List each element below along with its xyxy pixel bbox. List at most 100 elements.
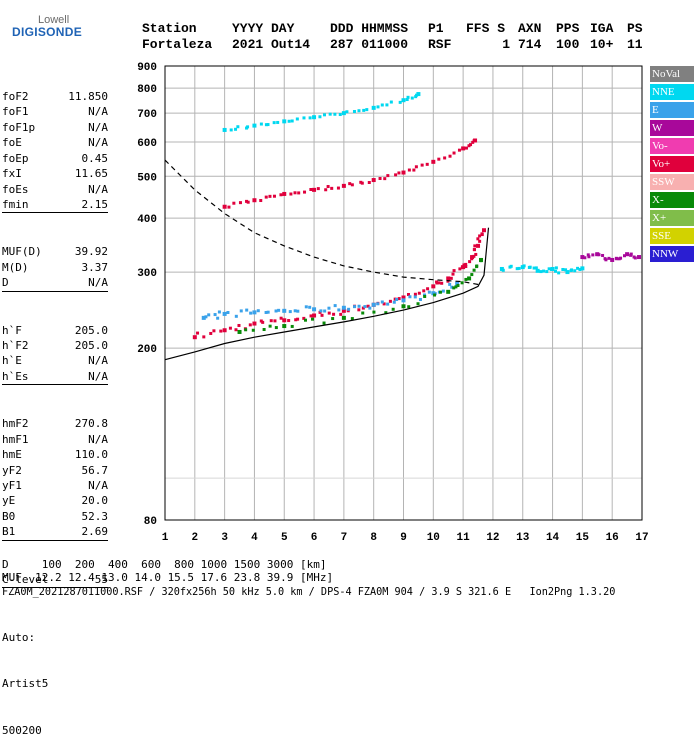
scatter-point — [268, 194, 272, 198]
scatter-point — [341, 111, 346, 116]
scatter-point — [277, 308, 281, 312]
param-value: 270.8 — [74, 417, 108, 431]
scatter-point — [412, 168, 416, 172]
scatter-point — [401, 170, 406, 175]
header-date: YYYY DAY 2021 Out14 — [232, 21, 311, 52]
scatter-point — [276, 120, 280, 124]
scatter-point — [380, 103, 384, 107]
scatter-point — [454, 285, 458, 289]
scatter-point — [274, 309, 278, 313]
param-value: N/A — [88, 136, 108, 150]
scatter-point — [290, 119, 294, 123]
scatter-point — [209, 331, 213, 335]
scatter-point — [262, 327, 266, 331]
scatter-point — [561, 267, 565, 271]
scatter-point — [472, 248, 476, 252]
scatter-point — [449, 276, 453, 280]
scatter-point — [259, 122, 263, 126]
scatter-point — [480, 232, 484, 236]
x-tick-label: 14 — [546, 532, 560, 544]
scatter-point — [266, 310, 270, 314]
scatter-point — [360, 181, 364, 185]
scatter-point — [302, 116, 306, 120]
scatter-point — [564, 268, 568, 272]
scatter-point — [416, 92, 421, 97]
scatter-point — [312, 187, 317, 192]
param-row: MUF(D) 39.92 — [2, 244, 108, 259]
scatter-point — [279, 316, 283, 320]
scatter-point — [312, 307, 317, 312]
param-row: D N/A — [2, 275, 108, 290]
scatter-point — [462, 263, 466, 267]
scatter-point — [293, 309, 297, 313]
x-tick-label: 15 — [576, 532, 590, 544]
scatter-point — [234, 314, 238, 318]
param-row: h`Es N/A — [2, 369, 108, 384]
scatter-point — [460, 281, 464, 285]
scatter-point — [437, 281, 441, 285]
param-name: yE — [2, 494, 16, 508]
param-row: foF1 N/A — [2, 104, 108, 119]
param-value: 205.0 — [74, 338, 108, 352]
param-name: foF2 — [2, 89, 29, 103]
scatter-point — [386, 174, 390, 178]
header-p1: P1 RSF — [428, 21, 452, 52]
param-value: 2.69 — [81, 525, 109, 539]
scatter-point — [407, 168, 411, 172]
param-value: N/A — [88, 354, 108, 368]
scatter-point — [413, 295, 417, 299]
y-tick-label: 80 — [144, 516, 157, 528]
y-tick-label: 800 — [137, 84, 157, 96]
scatter-point — [591, 253, 595, 257]
y-tick-label: 400 — [137, 214, 157, 226]
scatter-point — [256, 309, 260, 313]
auto-code: 500200 — [2, 723, 42, 737]
scatter-point — [274, 326, 278, 330]
scatter-point — [324, 188, 328, 192]
scatter-point — [248, 323, 252, 327]
scatter-point — [380, 300, 384, 304]
plot-frame — [164, 65, 643, 521]
scatter-point — [304, 318, 308, 322]
scatter-point — [389, 100, 393, 104]
scatter-point — [341, 183, 346, 188]
scatter-point — [534, 266, 538, 270]
scatter-point — [222, 127, 227, 132]
scatter-point — [338, 113, 342, 117]
scatter-point — [202, 335, 206, 339]
scatter-point — [376, 302, 380, 306]
scatter-point — [226, 310, 230, 314]
scatter-point — [633, 256, 637, 260]
header-station: Station Fortaleza — [142, 21, 213, 52]
param-row: M(D) 3.37 — [2, 260, 108, 275]
scatter-point — [259, 199, 263, 203]
param-row: hmF2 270.8 — [2, 416, 108, 431]
footer-fileinfo: FZA0M_2021287011000.RSF / 320fx256h 50 k… — [2, 587, 616, 598]
param-name: M(D) — [2, 260, 29, 274]
scatter-point — [366, 304, 370, 308]
scatter-point — [406, 293, 410, 297]
scatter-point — [282, 191, 287, 196]
scatter-point — [282, 308, 287, 313]
scatter-point — [269, 319, 273, 323]
y-tick-label: 300 — [137, 268, 157, 280]
scatter-point — [345, 110, 349, 114]
legend-item: NoVal — [650, 66, 694, 82]
scatter-point — [272, 194, 276, 198]
x-tick-label: 6 — [311, 532, 318, 544]
scatter-point — [330, 186, 334, 190]
scatter-point — [385, 103, 389, 107]
param-row: B0 52.3 — [2, 509, 108, 524]
scatter-point — [478, 234, 482, 238]
param-name: hmE — [2, 448, 22, 462]
scatter-point — [446, 276, 451, 281]
scatter-point — [515, 267, 519, 271]
scatter-point — [232, 201, 236, 205]
x-tick-label: 9 — [400, 532, 407, 544]
scatter-point — [308, 305, 312, 309]
scatter-point — [471, 140, 475, 144]
auto-value: Artist5 — [2, 677, 49, 691]
logo-lowell: Lowell — [38, 14, 70, 26]
scatter-point — [451, 272, 455, 276]
scatter-point — [410, 96, 414, 100]
